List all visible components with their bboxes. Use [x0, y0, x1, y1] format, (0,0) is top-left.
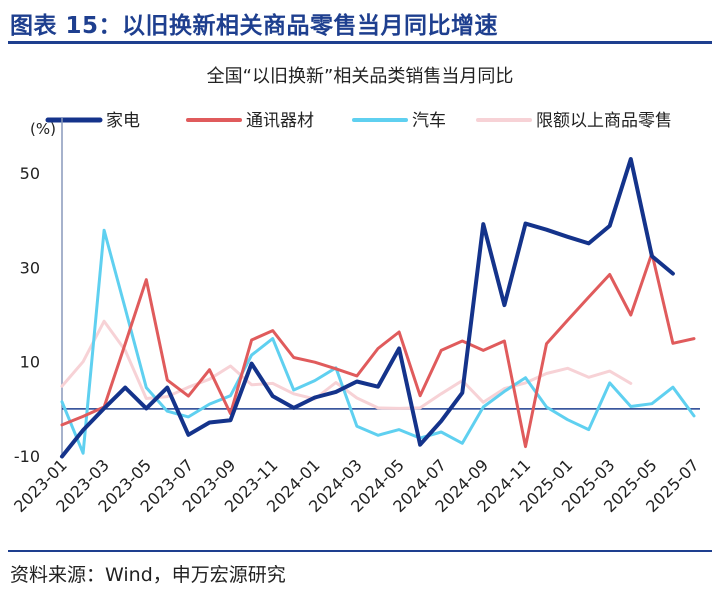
title-rule — [8, 41, 712, 44]
y-tick-label: 30 — [20, 258, 40, 277]
legend-label-3: 限额以上商品零售 — [536, 111, 672, 131]
legend-label-0: 家电 — [106, 111, 140, 131]
legend-label-2: 汽车 — [412, 111, 446, 131]
source-note: 资料来源：Wind，申万宏源研究 — [10, 564, 286, 586]
y-tick-label: 10 — [20, 353, 40, 372]
y-tick-label: 50 — [20, 164, 40, 183]
series-line-2 — [60, 228, 696, 455]
footer-rule — [8, 550, 712, 552]
series-line-1 — [60, 251, 696, 449]
legend-label-1: 通讯器材 — [246, 111, 314, 131]
chart-title: 全国“以旧换新”相关品类销售当月同比 — [207, 66, 514, 87]
series-line-0 — [60, 157, 675, 459]
y-tick-label: -10 — [14, 447, 40, 466]
figure-title: 图表 15：以旧换新相关商品零售当月同比增速 — [10, 13, 499, 39]
y-unit-label: (%) — [30, 120, 56, 138]
